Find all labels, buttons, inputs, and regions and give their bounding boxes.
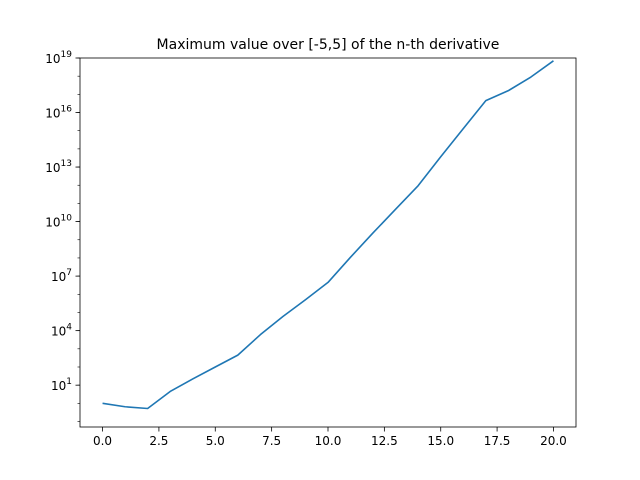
- y-tick-label: 101: [51, 377, 72, 393]
- y-tick-label: 1010: [45, 214, 72, 230]
- x-tick-label: 0.0: [93, 434, 112, 448]
- y-tick-label: 104: [51, 323, 72, 339]
- x-tick-label: 5.0: [206, 434, 225, 448]
- chart-title: Maximum value over [-5,5] of the n-th de…: [157, 37, 500, 53]
- x-tick-label: 7.5: [262, 434, 281, 448]
- x-tick-label: 20.0: [540, 434, 567, 448]
- x-tick-label: 15.0: [427, 434, 454, 448]
- x-tick-label: 2.5: [149, 434, 168, 448]
- y-tick-label: 1019: [45, 50, 72, 66]
- y-tick-label: 1016: [45, 105, 72, 121]
- y-tick-label: 1013: [45, 159, 72, 175]
- x-tick-label: 12.5: [371, 434, 398, 448]
- x-tick-label: 10.0: [315, 434, 342, 448]
- plot-area: 0.0 2.5 5.0 7.5 10.0 12.5 15.0 17.5 20.0 101 104 10…: [45, 50, 577, 448]
- series-line: [102, 60, 554, 410]
- x-tick-label: 17.5: [484, 434, 511, 448]
- axes-frame: [79, 57, 577, 428]
- y-tick-label: 107: [51, 268, 72, 284]
